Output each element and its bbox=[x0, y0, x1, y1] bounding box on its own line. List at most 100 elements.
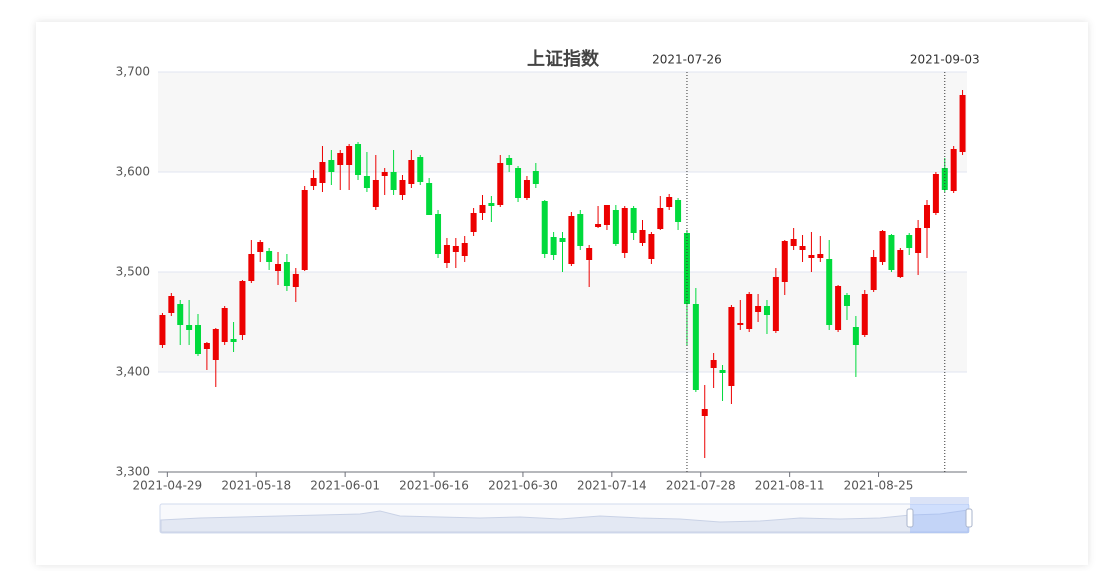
candle-body bbox=[648, 234, 655, 259]
candle-body bbox=[746, 294, 753, 329]
candle-body bbox=[915, 228, 922, 253]
x-tick-label: 2021-08-25 bbox=[844, 479, 914, 493]
candle-body bbox=[950, 149, 957, 191]
candle-body bbox=[399, 180, 406, 195]
candle-body bbox=[728, 307, 735, 386]
candle-body bbox=[221, 308, 228, 342]
candle-body bbox=[870, 257, 877, 290]
y-tick-label: 3,300 bbox=[116, 465, 150, 479]
candle-body bbox=[435, 214, 442, 254]
candle-body bbox=[932, 174, 939, 213]
candle-body bbox=[666, 197, 673, 207]
x-tick-label: 2021-06-16 bbox=[399, 479, 469, 493]
candle-body bbox=[763, 306, 770, 315]
candle-body bbox=[683, 233, 690, 304]
candle-body bbox=[212, 329, 219, 360]
zoom-handle[interactable] bbox=[965, 508, 973, 528]
zoom-preview bbox=[160, 509, 969, 533]
candle-body bbox=[772, 277, 779, 331]
candle-body bbox=[852, 327, 859, 345]
candle-body bbox=[612, 210, 619, 244]
candle-body bbox=[595, 224, 602, 227]
candle-body bbox=[799, 246, 806, 250]
candle-body bbox=[177, 304, 184, 325]
candle-body bbox=[621, 208, 628, 253]
candle-body bbox=[568, 216, 575, 264]
candle-body bbox=[710, 360, 717, 368]
candle-body bbox=[443, 245, 450, 263]
candle-body bbox=[701, 409, 708, 416]
candle-body bbox=[532, 171, 539, 184]
x-tick-label: 2021-06-01 bbox=[310, 479, 380, 493]
candle-body bbox=[959, 95, 966, 152]
candle-body bbox=[159, 315, 166, 345]
candle-body bbox=[737, 323, 744, 325]
candle-body bbox=[755, 306, 762, 312]
candle-body bbox=[355, 144, 362, 175]
candle-body bbox=[781, 241, 788, 282]
candle-body bbox=[248, 254, 255, 281]
zoom-window bbox=[910, 504, 969, 533]
candle-body bbox=[577, 214, 584, 246]
candle-body bbox=[879, 231, 886, 262]
candle-body bbox=[675, 200, 682, 222]
split-area bbox=[158, 72, 967, 172]
candle-body bbox=[275, 264, 282, 271]
x-tick-label: 2021-04-29 bbox=[132, 479, 202, 493]
candle-body bbox=[657, 208, 664, 229]
zoom-bar[interactable] bbox=[910, 497, 969, 504]
candle-body bbox=[790, 239, 797, 246]
candle-body bbox=[906, 235, 913, 248]
candle-body bbox=[239, 281, 246, 335]
candle-body bbox=[639, 230, 646, 243]
candle-body bbox=[417, 157, 424, 182]
candle-body bbox=[372, 180, 379, 207]
candle-body bbox=[603, 205, 610, 225]
candle-body bbox=[461, 243, 468, 256]
candle-body bbox=[523, 180, 530, 198]
candle-body bbox=[843, 295, 850, 306]
chart-title: 上证指数 bbox=[527, 48, 600, 70]
candle-body bbox=[283, 262, 290, 286]
data-zoom[interactable] bbox=[159, 497, 973, 534]
candle-body bbox=[266, 251, 273, 262]
candle-body bbox=[328, 160, 335, 172]
candle-body bbox=[452, 246, 459, 252]
candle-body bbox=[319, 162, 326, 183]
candle-body bbox=[195, 325, 202, 354]
candle-body bbox=[506, 158, 513, 165]
split-area bbox=[158, 272, 967, 372]
candle-body bbox=[826, 259, 833, 325]
candle-body bbox=[941, 168, 948, 190]
y-tick-label: 3,600 bbox=[116, 165, 150, 179]
candle-body bbox=[470, 213, 477, 232]
candle-body bbox=[381, 172, 388, 176]
candle-body bbox=[426, 183, 433, 215]
candle-body bbox=[363, 176, 370, 188]
candle-body bbox=[390, 172, 397, 190]
marker-label: 2021-07-26 bbox=[652, 53, 722, 67]
x-tick-label: 2021-05-18 bbox=[221, 479, 291, 493]
x-tick-label: 2021-06-30 bbox=[488, 479, 558, 493]
candle-body bbox=[310, 178, 317, 186]
candle-body bbox=[808, 255, 815, 258]
candle-body bbox=[835, 286, 842, 330]
candle-body bbox=[337, 153, 344, 165]
x-tick-label: 2021-08-11 bbox=[755, 479, 825, 493]
candle-body bbox=[230, 339, 237, 342]
candle-body bbox=[923, 205, 930, 228]
candle-body bbox=[301, 190, 308, 270]
zoom-handle[interactable] bbox=[906, 508, 914, 528]
candle-body bbox=[488, 203, 495, 206]
candle-body bbox=[888, 235, 895, 270]
candle-body bbox=[497, 163, 504, 205]
candle-body bbox=[719, 370, 726, 373]
candle-body bbox=[817, 254, 824, 258]
candle-body bbox=[692, 304, 699, 390]
candle-body bbox=[408, 160, 415, 184]
candle-body bbox=[630, 208, 637, 233]
candle-body bbox=[346, 146, 353, 165]
candle-body bbox=[541, 201, 548, 254]
candle-body bbox=[559, 238, 566, 242]
